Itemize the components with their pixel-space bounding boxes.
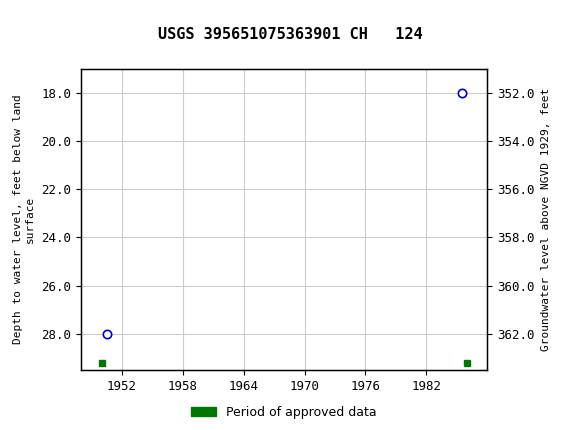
Legend: Period of approved data: Period of approved data	[186, 401, 382, 424]
Y-axis label: Groundwater level above NGVD 1929, feet: Groundwater level above NGVD 1929, feet	[541, 88, 552, 351]
Y-axis label: Depth to water level, feet below land
surface: Depth to water level, feet below land su…	[13, 95, 35, 344]
Text: ▒USGS: ▒USGS	[9, 6, 63, 28]
Text: USGS 395651075363901 CH   124: USGS 395651075363901 CH 124	[158, 27, 422, 42]
